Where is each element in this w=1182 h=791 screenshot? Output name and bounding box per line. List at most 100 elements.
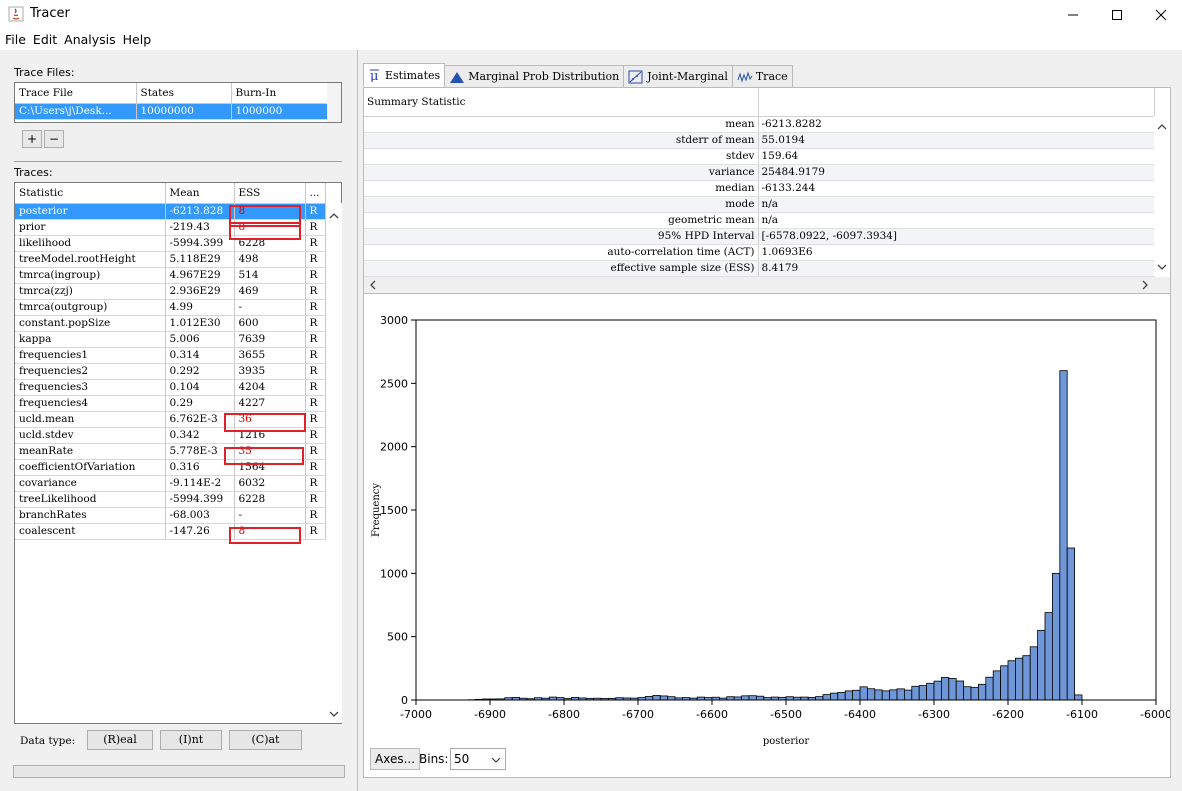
trace-mean-cell[interactable]: 0.314 xyxy=(165,347,235,364)
summary-row[interactable]: variance 25484.9179 xyxy=(364,164,1155,181)
trace-stat-cell[interactable]: prior xyxy=(15,219,166,236)
states-cell[interactable]: 10000000 xyxy=(136,103,232,120)
trace-ess-cell[interactable]: - xyxy=(234,299,306,316)
axes-button[interactable]: Axes... xyxy=(370,748,421,770)
trace-type-cell[interactable]: R xyxy=(305,379,326,396)
trace-stat-cell[interactable]: constant.popSize xyxy=(15,315,166,332)
minimize-button[interactable] xyxy=(1050,0,1096,30)
trace-type-cell[interactable]: R xyxy=(305,299,326,316)
trace-type-cell[interactable]: R xyxy=(305,427,326,444)
trace-mean-cell[interactable]: -147.26 xyxy=(165,523,235,540)
trace-type-cell[interactable]: R xyxy=(305,347,326,364)
trace-mean-cell[interactable]: 4.99 xyxy=(165,299,235,316)
trace-ess-cell[interactable]: 4204 xyxy=(234,379,306,396)
table-row[interactable]: covariance -9.114E-2 6032 R xyxy=(15,475,326,492)
trace-stat-cell[interactable]: posterior xyxy=(15,203,166,220)
trace-type-cell[interactable]: R xyxy=(305,507,326,524)
table-row[interactable]: branchRates -68.003- R xyxy=(15,507,326,524)
summary-row[interactable]: effective sample size (ESS) 8.4179 xyxy=(364,260,1155,277)
trace-type-cell[interactable]: R xyxy=(305,235,326,252)
trace-ess-cell[interactable]: 600 xyxy=(234,315,306,332)
trace-stat-cell[interactable]: tmrca(outgroup) xyxy=(15,299,166,316)
trace-mean-cell[interactable]: 0.104 xyxy=(165,379,235,396)
trace-ess-cell[interactable]: - xyxy=(234,507,306,524)
trace-mean-cell[interactable]: -5994.399 xyxy=(165,491,235,508)
remove-trace-file-button[interactable]: − xyxy=(44,130,64,148)
trace-ess-cell[interactable]: 36 xyxy=(234,411,306,428)
trace-mean-cell[interactable]: 0.29 xyxy=(165,395,235,412)
trace-ess-cell[interactable]: 3655 xyxy=(234,347,306,364)
table-row[interactable]: frequencies3 0.104 4204 R xyxy=(15,379,326,396)
scroll-left-icon[interactable] xyxy=(366,277,380,293)
scroll-right-icon[interactable] xyxy=(1138,277,1152,293)
table-row[interactable]: constant.popSize 1.012E30 600 R xyxy=(15,315,326,332)
table-row[interactable]: posterior -6213.828 8 R xyxy=(15,203,326,220)
summary-row[interactable]: auto-correlation time (ACT) 1.0693E6 xyxy=(364,244,1155,261)
trace-mean-cell[interactable]: 1.012E30 xyxy=(165,315,235,332)
trace-ess-cell[interactable]: 7639 xyxy=(234,331,306,348)
trace-type-cell[interactable]: R xyxy=(305,315,326,332)
trace-mean-cell[interactable]: 5.006 xyxy=(165,331,235,348)
menu-file[interactable]: File xyxy=(5,32,26,47)
table-row[interactable]: ucld.mean 6.762E-3 36 R xyxy=(15,411,326,428)
trace-mean-cell[interactable]: -219.43 xyxy=(165,219,235,236)
summary-header[interactable]: Summary Statistic xyxy=(364,88,759,117)
trace-mean-cell[interactable]: -6213.828 xyxy=(165,203,235,220)
trace-mean-cell[interactable]: 5.778E-3 xyxy=(165,443,235,460)
trace-type-cell[interactable]: R xyxy=(305,267,326,284)
trace-ess-cell[interactable]: 4227 xyxy=(234,395,306,412)
trace-ess-cell[interactable]: 8 xyxy=(234,203,306,220)
menu-analysis[interactable]: Analysis xyxy=(64,32,116,47)
trace-ess-cell[interactable]: 6032 xyxy=(234,475,306,492)
column-header[interactable]: ESS xyxy=(234,183,306,204)
scroll-down-icon[interactable] xyxy=(1154,260,1170,274)
scroll-up-icon[interactable] xyxy=(326,209,342,223)
trace-stat-cell[interactable]: coefficientOfVariation xyxy=(15,459,166,476)
trace-ess-cell[interactable]: 6228 xyxy=(234,491,306,508)
tab-estimates[interactable]: μ Estimates xyxy=(363,63,446,87)
trace-stat-cell[interactable]: kappa xyxy=(15,331,166,348)
trace-mean-cell[interactable]: 4.967E29 xyxy=(165,267,235,284)
table-row[interactable]: treeLikelihood -5994.399 6228 R xyxy=(15,491,326,508)
trace-ess-cell[interactable]: 498 xyxy=(234,251,306,268)
tab-marginal-prob-distribution[interactable]: Marginal Prob Distribution xyxy=(444,65,625,87)
table-row[interactable]: treeModel.rootHeight 5.118E29 498 R xyxy=(15,251,326,268)
column-header[interactable]: ... xyxy=(305,183,326,204)
table-row[interactable]: frequencies2 0.292 3935 R xyxy=(15,363,326,380)
trace-type-cell[interactable]: R xyxy=(305,443,326,460)
table-row[interactable]: likelihood -5994.399 6228 R xyxy=(15,235,326,252)
trace-type-cell[interactable]: R xyxy=(305,331,326,348)
trace-stat-cell[interactable]: meanRate xyxy=(15,443,166,460)
trace-ess-cell[interactable]: 3935 xyxy=(234,363,306,380)
trace-type-cell[interactable]: R xyxy=(305,283,326,300)
trace-mean-cell[interactable]: -9.114E-2 xyxy=(165,475,235,492)
trace-stat-cell[interactable]: branchRates xyxy=(15,507,166,524)
trace-stat-cell[interactable]: likelihood xyxy=(15,235,166,252)
trace-mean-cell[interactable]: -68.003 xyxy=(165,507,235,524)
trace-stat-cell[interactable]: frequencies2 xyxy=(15,363,166,380)
summary-row[interactable]: mode n/a xyxy=(364,196,1155,213)
table-row[interactable]: frequencies1 0.314 3655 R xyxy=(15,347,326,364)
column-header[interactable]: Statistic xyxy=(15,183,166,204)
column-header[interactable]: States xyxy=(136,83,232,104)
table-row[interactable]: meanRate 5.778E-3 35 R xyxy=(15,443,326,460)
trace-stat-cell[interactable]: tmrca(ingroup) xyxy=(15,267,166,284)
trace-mean-cell[interactable]: 6.762E-3 xyxy=(165,411,235,428)
trace-ess-cell[interactable]: 469 xyxy=(234,283,306,300)
trace-mean-cell[interactable]: -5994.399 xyxy=(165,235,235,252)
add-trace-file-button[interactable]: + xyxy=(22,130,42,148)
menu-help[interactable]: Help xyxy=(122,32,152,47)
trace-mean-cell[interactable]: 0.342 xyxy=(165,427,235,444)
column-header[interactable]: Burn-In xyxy=(231,83,328,104)
trace-mean-cell[interactable]: 5.118E29 xyxy=(165,251,235,268)
trace-file-cell[interactable]: C:\Users\j\Desk... xyxy=(15,103,137,120)
trace-type-cell[interactable]: R xyxy=(305,491,326,508)
summary-row[interactable]: geometric mean n/a xyxy=(364,212,1155,229)
summary-row[interactable]: stderr of mean 55.0194 xyxy=(364,132,1155,149)
tab-trace[interactable]: Trace xyxy=(731,65,793,87)
tab-joint-marginal[interactable]: Joint-Marginal xyxy=(623,65,733,87)
trace-type-cell[interactable]: R xyxy=(305,459,326,476)
burn-in-cell[interactable]: 1000000 xyxy=(231,103,328,120)
table-row[interactable]: coalescent -147.26 8 R xyxy=(15,523,326,540)
menu-edit[interactable]: Edit xyxy=(32,32,58,47)
